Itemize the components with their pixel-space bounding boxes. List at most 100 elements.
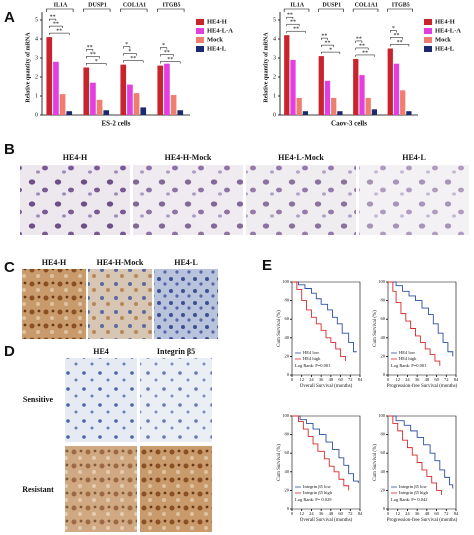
significance-label: * xyxy=(128,49,131,55)
image-label: HE4-L xyxy=(174,258,198,267)
x-axis-label: Progression-free Survival (months) xyxy=(387,518,458,523)
image-label: HE4 xyxy=(93,347,109,356)
significance-label: ** xyxy=(397,40,403,46)
image-label: HE4-H-Mock xyxy=(165,153,212,162)
x-tick-label: 24 xyxy=(309,377,314,382)
significance-bracket xyxy=(355,47,369,50)
category-label: ITGB5 xyxy=(392,2,410,8)
y-tick-label: 100 xyxy=(282,413,290,418)
bar xyxy=(400,90,406,115)
significance-bracket xyxy=(48,18,57,22)
y-tick-label: 3 xyxy=(273,55,276,61)
y-tick-label: 0 xyxy=(287,372,290,377)
legend-label: HE4 high xyxy=(399,356,417,361)
x-tick-label: 0 xyxy=(291,377,294,382)
bar xyxy=(284,35,290,116)
bar xyxy=(164,63,170,115)
image-label: HE4-H xyxy=(42,258,67,267)
x-tick-label: 72 xyxy=(348,377,353,382)
y-axis-label: Cum Survival (%) xyxy=(277,444,282,481)
micrograph xyxy=(140,446,212,532)
significance-label: * xyxy=(95,59,98,65)
y-tick-label: 100 xyxy=(282,279,290,284)
y-axis-label: Cum Survival (%) xyxy=(373,310,378,347)
bar xyxy=(157,65,164,115)
significance-label: ** xyxy=(290,20,296,26)
legend-swatch xyxy=(424,46,432,52)
legend-label: Integrin β5 high xyxy=(303,490,333,495)
y-axis-label: Relative quantity of mRNA xyxy=(25,32,31,103)
y-tick-label: 100 xyxy=(378,413,386,418)
row-label: Resistant xyxy=(22,485,54,494)
legend-swatch xyxy=(424,19,432,25)
significance-label: ** xyxy=(90,52,96,58)
x-tick-label: 48 xyxy=(329,377,334,382)
y-tick-label: 20 xyxy=(285,353,290,358)
y-tick-label: 0 xyxy=(273,112,276,118)
x-tick-label: 48 xyxy=(425,377,430,382)
micrograph xyxy=(246,165,356,235)
y-tick-label: 2 xyxy=(35,74,38,80)
significance-label: ** xyxy=(287,13,293,19)
micrograph xyxy=(22,269,86,339)
y-tick-label: 4 xyxy=(35,36,38,42)
x-tick-label: 84 xyxy=(358,511,363,516)
x-tick-label: 0 xyxy=(291,511,294,516)
bar xyxy=(365,97,371,115)
micrograph xyxy=(140,358,212,442)
annotation: Log Rank: P= 0.042 xyxy=(391,497,428,502)
bar xyxy=(127,84,133,115)
significance-bracket xyxy=(159,47,168,50)
x-tick-label: 60 xyxy=(338,377,343,382)
bar xyxy=(331,97,337,115)
bar xyxy=(337,111,343,115)
significance-bracket xyxy=(85,63,107,66)
bar xyxy=(59,94,66,115)
survival-curve xyxy=(388,281,441,366)
x-tick-label: 60 xyxy=(434,511,439,516)
category-label: ITGB5 xyxy=(162,2,180,8)
legend-label: HE4-H xyxy=(435,18,455,25)
significance-bracket xyxy=(48,25,63,29)
y-tick-label: 5 xyxy=(273,17,276,23)
x-tick-label: 48 xyxy=(329,511,334,516)
significance-bracket xyxy=(122,46,131,49)
x-tick-label: 60 xyxy=(434,377,439,382)
row-label: Sensitive xyxy=(23,395,54,404)
bar xyxy=(371,109,378,115)
image-label: HE4-H xyxy=(63,153,88,162)
significance-bracket xyxy=(355,40,363,43)
bar xyxy=(393,63,400,115)
bar xyxy=(353,58,359,115)
x-tick-label: 0 xyxy=(387,377,390,382)
category-label: DUSP1 xyxy=(322,2,341,8)
bar xyxy=(302,111,309,115)
y-tick-label: 20 xyxy=(381,487,386,492)
y-tick-label: 100 xyxy=(378,279,386,284)
y-tick-label: 20 xyxy=(285,487,290,492)
x-axis-label: Overall Survival (months) xyxy=(300,384,353,389)
category-bracket xyxy=(46,8,74,12)
legend-label: HE4 low xyxy=(399,350,416,355)
significance-label: ** xyxy=(164,50,170,56)
y-tick-label: 60 xyxy=(285,450,290,455)
x-tick-label: 12 xyxy=(395,377,400,382)
category-bracket xyxy=(120,8,148,12)
category-label: DUSP1 xyxy=(88,2,107,8)
x-axis-label: Caov-3 cells xyxy=(331,120,367,128)
y-tick-label: 0 xyxy=(383,372,386,377)
y-tick-label: 80 xyxy=(381,298,386,303)
significance-label: ** xyxy=(167,57,173,63)
significance-label: ** xyxy=(321,33,327,39)
y-tick-label: 0 xyxy=(287,506,290,511)
significance-bracket xyxy=(85,56,100,59)
significance-bracket xyxy=(320,51,341,55)
significance-label: ** xyxy=(87,45,93,51)
bar xyxy=(90,82,96,115)
significance-bracket xyxy=(389,37,403,40)
significance-label: ** xyxy=(130,56,136,62)
x-tick-label: 36 xyxy=(319,377,324,382)
y-axis-label: Cum Survival (%) xyxy=(373,444,378,481)
legend-label: Mock xyxy=(435,36,451,43)
